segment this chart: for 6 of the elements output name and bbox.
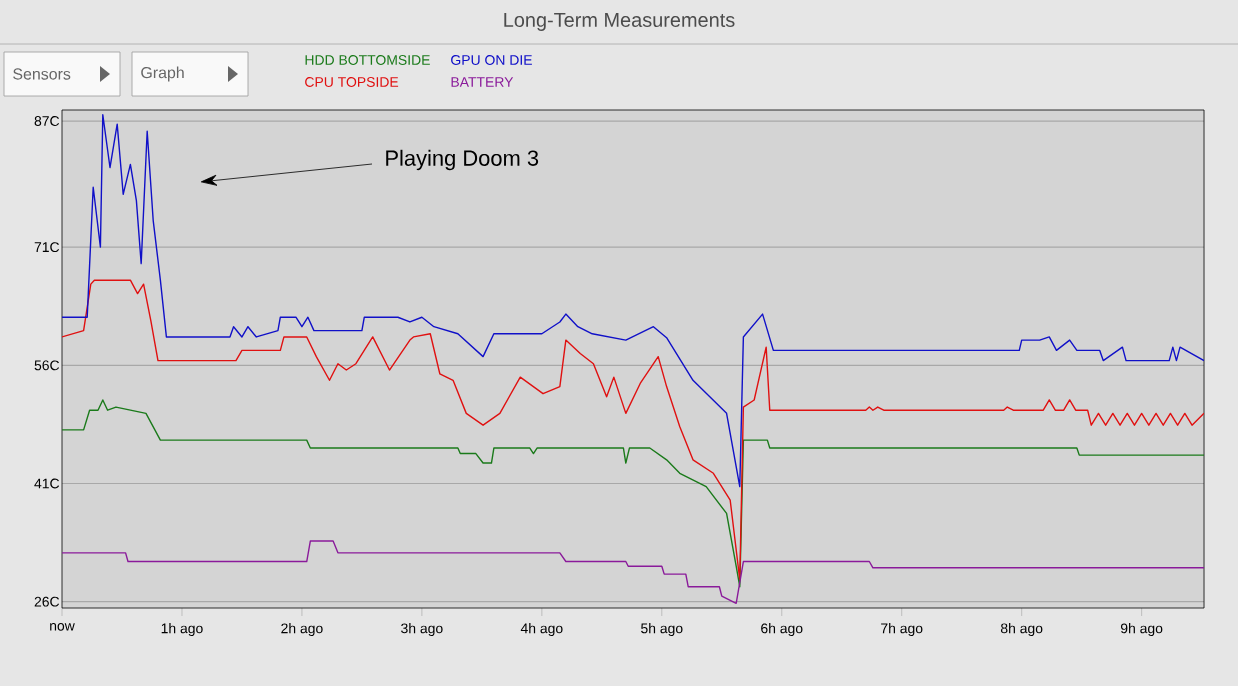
line-series xyxy=(62,399,1205,588)
annotation: Playing Doom 3 xyxy=(386,149,539,171)
line-series xyxy=(62,279,1205,581)
line-series xyxy=(62,540,1205,604)
chart-title: Long-Term Measurements xyxy=(504,13,735,31)
line-series xyxy=(62,114,1205,488)
